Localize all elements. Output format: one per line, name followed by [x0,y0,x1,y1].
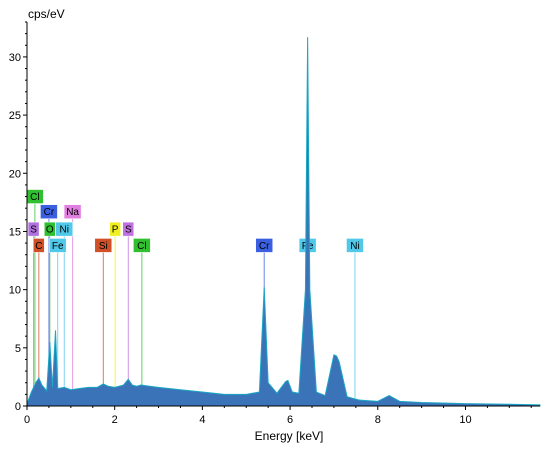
marker-label: Cr [44,207,55,218]
marker-label-box [122,221,135,237]
axes: 0 5 10 15 20 25 30 0 2 4 6 8 10 [9,21,540,426]
spectrum-area [26,37,541,407]
x-tick-label: 10 [459,414,471,426]
marker-label-box [27,221,40,237]
y-axis-title: cps/eV [28,7,65,21]
marker-label: S [30,225,37,236]
spectrum-series [26,37,541,407]
marker-label-box [94,238,113,253]
marker-label: S [125,225,132,236]
marker-label: P [112,225,119,236]
marker-label-box [346,238,364,253]
marker-label-box [40,204,58,219]
marker-label-box [55,221,74,237]
marker-label: Na [66,207,79,218]
marker-label: Fe [52,241,64,252]
marker-label: Si [99,241,108,252]
marker-label: Ni [60,225,69,236]
marker-label-box [255,238,273,253]
marker-label: Ni [350,241,359,252]
marker-label-box [48,238,67,253]
marker-label: O [46,225,54,236]
marker-label-box [109,221,121,237]
y-tick-label: 20 [9,168,21,180]
y-tick-label: 25 [9,110,21,122]
y-tick-label: 10 [9,285,21,297]
x-tick-label: 2 [112,414,118,426]
y-tick-label: 30 [9,52,21,64]
marker-label: Cl [30,192,39,203]
x-tick-label: 4 [199,414,205,426]
marker-label-box [33,238,45,253]
marker-label-box [63,204,82,219]
y-tick-label: 5 [15,343,21,355]
x-tick-label: 6 [287,414,293,426]
marker-label-box [44,221,56,237]
x-axis-title: Energy [keV] [255,429,324,443]
x-tick-label: 0 [24,414,30,426]
marker-label: C [35,241,42,252]
y-tick-label: 0 [15,401,21,413]
y-tick-label: 15 [9,226,21,238]
x-tick-label: 8 [375,414,381,426]
marker-label-box [133,238,151,253]
marker-label: Cl [137,241,146,252]
marker-label: Cr [259,241,270,252]
